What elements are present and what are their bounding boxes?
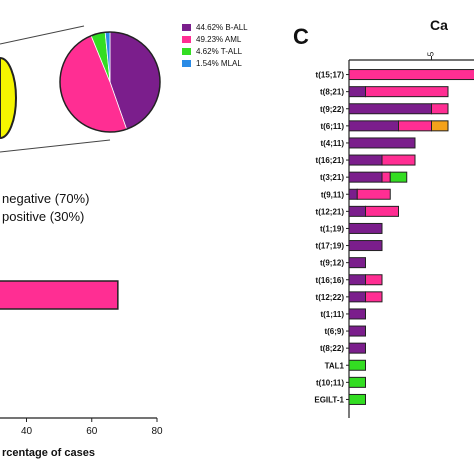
bar-segment-t-all: [348, 359, 366, 371]
category-label: t(6;9): [324, 327, 344, 336]
bar-segment-aml: [365, 205, 399, 217]
category-label: t(4;11): [320, 139, 344, 148]
bar-segment-aml: [365, 274, 383, 286]
bar-segment-b-all: [348, 222, 383, 234]
pie-legend-label: 1.54% MLAL: [196, 59, 242, 68]
category-label: EGILT-1: [314, 395, 344, 404]
category-label: t(9,11): [321, 190, 344, 199]
bar-segment-b-all: [348, 154, 383, 166]
x-tick-label: 40: [21, 426, 33, 437]
category-label: t(8;21): [320, 88, 344, 97]
category-label: t(10;11): [316, 378, 344, 387]
status-legend: negative (70%) positive (30%): [2, 191, 89, 224]
pie-legend-swatch: [182, 60, 191, 67]
bar-segment-b-all: [348, 325, 366, 337]
x-tick-label: 60: [86, 426, 98, 437]
bar-segment-b-all: [348, 137, 416, 149]
pie-legend-label: 4.62% T-ALL: [196, 47, 243, 56]
category-label: TAL1: [325, 361, 345, 370]
bar-segment-b-all: [348, 308, 366, 320]
category-label: t(1;11): [320, 310, 344, 319]
bar-segment-aml: [398, 120, 432, 132]
bar-segment-b-all: [348, 188, 358, 200]
pie-legend-swatch: [182, 24, 191, 31]
category-label: t(1;19): [320, 224, 344, 233]
cytogenetics-chart: 5 t(15;17) t(8;21) t(9;22) t(6;11) t(4;11) t(1…: [314, 51, 474, 418]
pie-legend-swatch: [182, 48, 191, 55]
left-bar-chart: 40 60 80 rcentage of cases: [0, 280, 163, 459]
bar-segment-b-all: [348, 291, 366, 303]
pie-legend-label: 44.62% B-ALL: [196, 23, 248, 32]
status-legend-label: positive (30%): [2, 209, 84, 224]
pie-legend-label: 49.23% AML: [196, 35, 242, 44]
category-label: t(9;22): [320, 105, 344, 114]
bar-segment-aml: [348, 69, 474, 81]
bar-segment-b-all: [348, 86, 366, 98]
bar-segment-b-all: [348, 274, 366, 286]
bar-segment-aml: [356, 188, 391, 200]
x-tick-label: 80: [151, 426, 163, 437]
bar-segment-b-all: [348, 342, 366, 354]
pie-outline: [59, 31, 161, 133]
bar-segment-t-all: [389, 171, 408, 183]
category-label: t(16;16): [316, 276, 345, 285]
x-axis-label: rcentage of cases: [2, 447, 95, 459]
bar-segment-b-all: [348, 240, 383, 252]
category-label: t(8;22): [320, 344, 344, 353]
panel-c-letter: C: [293, 24, 309, 49]
category-label: t(12;21): [316, 207, 345, 216]
bar-segment-b-all: [348, 205, 366, 217]
bar-segment-b-all: [348, 103, 432, 115]
bar-segment-aml: [381, 154, 416, 166]
bar-positive: [0, 280, 119, 310]
bar-segment-aml: [365, 86, 449, 98]
category-label: t(3;21): [320, 173, 344, 182]
bar-segment-b-all: [348, 257, 366, 269]
bar-segment-t-all: [348, 393, 366, 405]
pie-legend: 44.62% B-ALL 49.23% AML 4.62% T-ALL 1.54% M…: [182, 23, 248, 68]
panel-c-title-fragment: Ca: [430, 17, 448, 33]
status-pie-partial: [0, 56, 17, 140]
bar-segment-aml: [381, 171, 391, 183]
subtype-pie: [59, 31, 161, 133]
category-label: t(16;21): [316, 156, 345, 165]
bar-segment-b-all: [348, 171, 383, 183]
category-label: t(17;19): [316, 242, 345, 251]
zoom-lines: [0, 25, 111, 153]
top-tick-label: 5: [427, 51, 436, 56]
status-legend-label: negative (70%): [2, 191, 89, 206]
category-label: t(6;11): [320, 122, 344, 131]
bar-segment-t-all: [348, 376, 366, 388]
pie-legend-swatch: [182, 36, 191, 43]
bar-segment-b-all: [348, 120, 399, 132]
negative-slice: [0, 56, 17, 140]
bar-segment-aml: [431, 103, 449, 115]
category-label: t(9;12): [320, 259, 344, 268]
category-label: t(12;22): [316, 293, 345, 302]
bar-segment-aml: [365, 291, 383, 303]
category-label: t(15;17): [316, 71, 345, 80]
bar-segment-mlal: [431, 120, 449, 132]
